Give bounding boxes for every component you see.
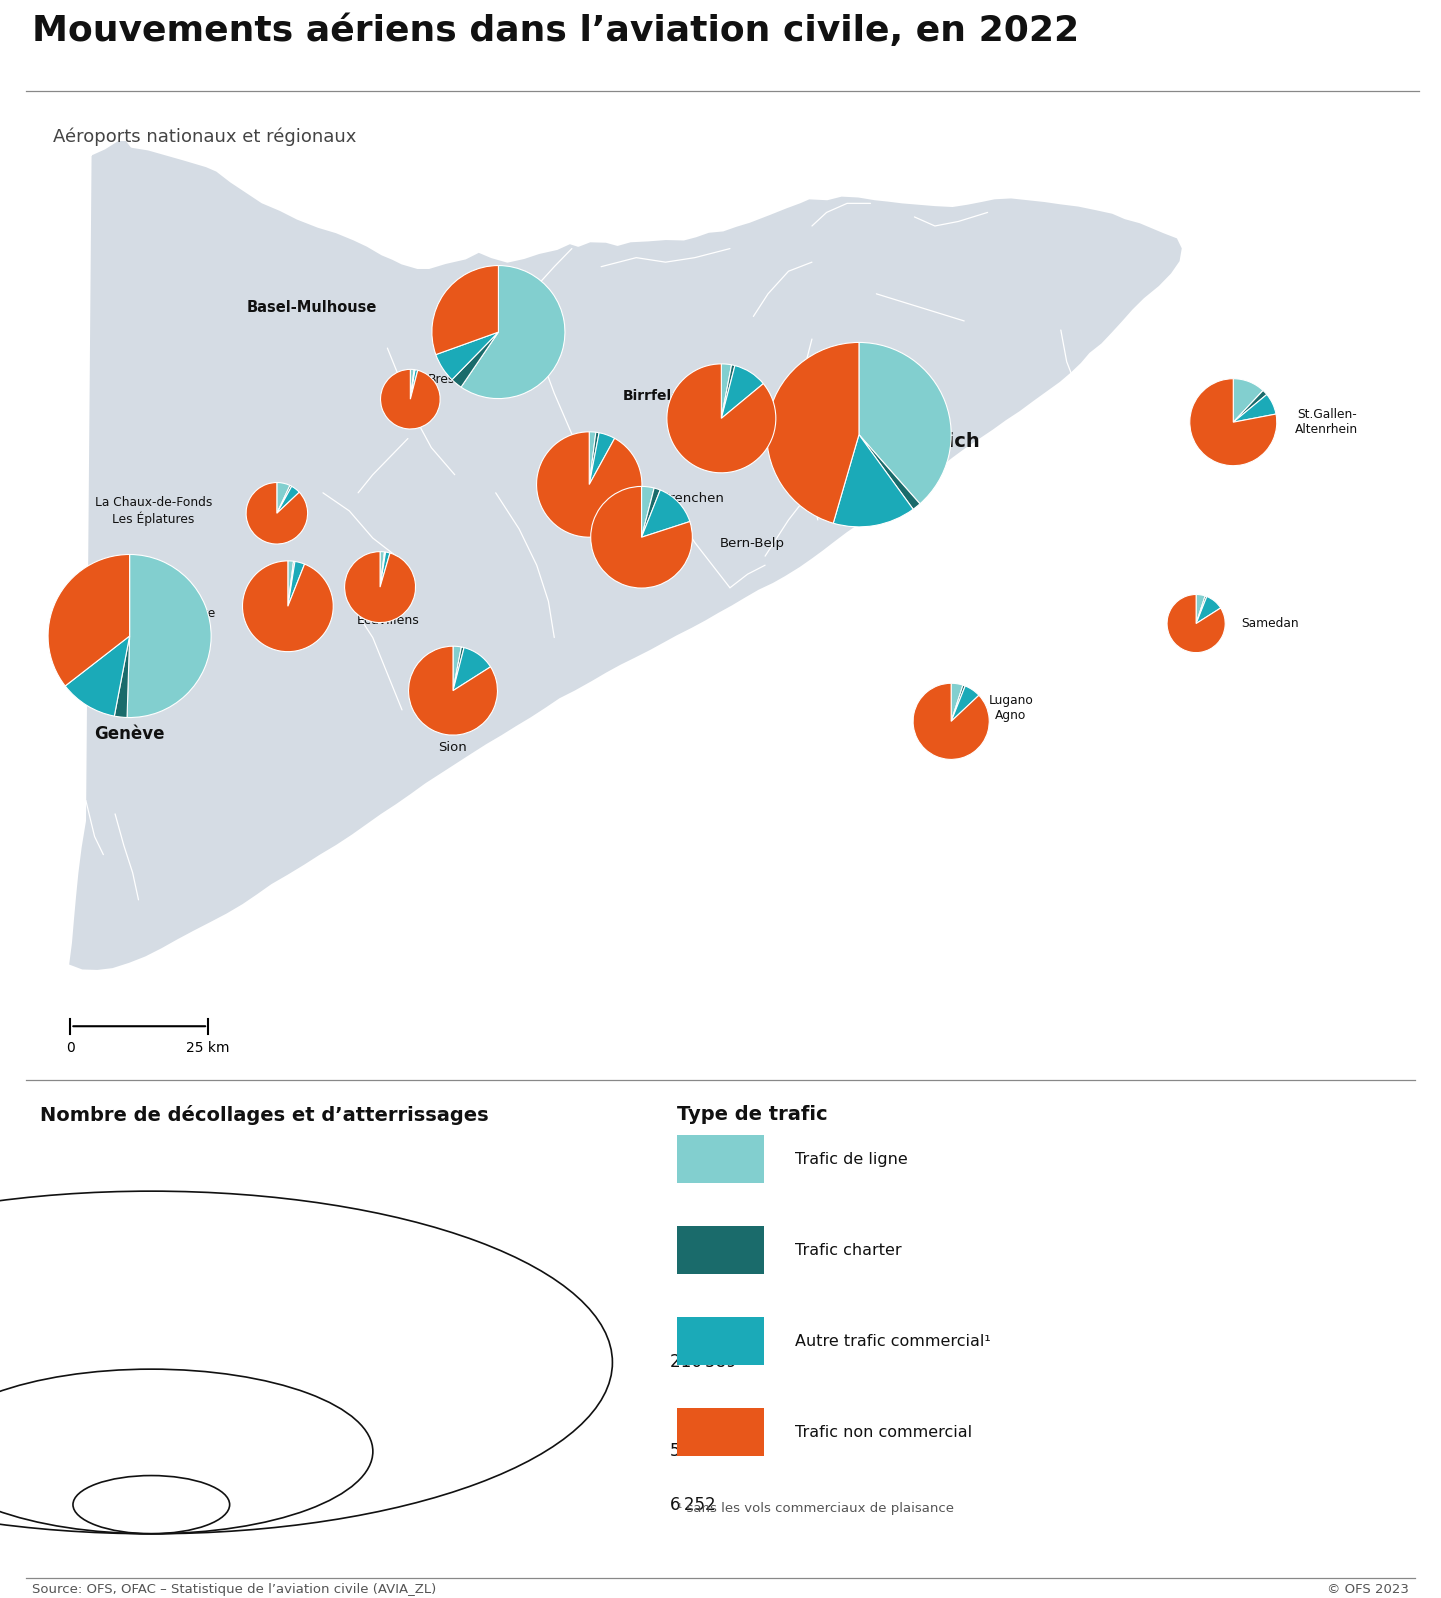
Wedge shape <box>951 686 978 721</box>
Text: 50 000: 50 000 <box>670 1443 726 1461</box>
Wedge shape <box>1167 594 1225 652</box>
Text: Source: OFS, OFAC – Statistique de l’aviation civile (AVIA_ZL): Source: OFS, OFAC – Statistique de l’avi… <box>32 1584 437 1596</box>
Wedge shape <box>432 265 499 355</box>
Text: Autre trafic commercial¹: Autre trafic commercial¹ <box>795 1334 991 1349</box>
Wedge shape <box>914 684 989 759</box>
Wedge shape <box>859 435 919 510</box>
Wedge shape <box>48 555 130 686</box>
Wedge shape <box>435 332 499 380</box>
Wedge shape <box>641 491 690 537</box>
Wedge shape <box>951 686 965 721</box>
Wedge shape <box>591 486 692 588</box>
Text: Écuvillens: Écuvillens <box>357 614 419 626</box>
Wedge shape <box>536 431 641 537</box>
Text: Zürich: Zürich <box>909 431 980 451</box>
Wedge shape <box>1196 594 1205 623</box>
Text: La Chaux-de-Fonds
Les Éplatures: La Chaux-de-Fonds Les Éplatures <box>95 497 212 526</box>
Wedge shape <box>667 364 775 473</box>
Wedge shape <box>380 551 385 586</box>
Text: Sion: Sion <box>438 741 467 754</box>
Text: Samedan: Samedan <box>1242 617 1300 630</box>
Text: Lugano
Agno: Lugano Agno <box>989 694 1033 722</box>
Wedge shape <box>411 369 415 400</box>
Wedge shape <box>722 364 732 419</box>
Text: Lausanne-
La Blécherette: Lausanne- La Blécherette <box>125 593 215 620</box>
Wedge shape <box>380 551 391 586</box>
Wedge shape <box>452 647 464 690</box>
Wedge shape <box>589 431 595 484</box>
Wedge shape <box>288 561 304 606</box>
Wedge shape <box>641 487 660 537</box>
Polygon shape <box>68 139 1183 972</box>
Wedge shape <box>1196 596 1206 623</box>
Text: 6 252: 6 252 <box>670 1496 716 1513</box>
Wedge shape <box>246 483 307 543</box>
Text: Type de trafic: Type de trafic <box>677 1106 829 1125</box>
Text: Trafic non commercial: Trafic non commercial <box>795 1424 973 1440</box>
Text: Aéroports nationaux et régionaux: Aéroports nationaux et régionaux <box>52 128 356 147</box>
Wedge shape <box>722 366 764 419</box>
Bar <box>677 1317 764 1365</box>
Text: Bressaucourt: Bressaucourt <box>428 372 509 385</box>
Wedge shape <box>288 561 294 606</box>
Text: Basel-Mulhouse: Basel-Mulhouse <box>246 300 378 315</box>
Wedge shape <box>380 369 440 428</box>
Wedge shape <box>1190 379 1277 465</box>
Wedge shape <box>1196 596 1221 623</box>
Wedge shape <box>452 646 461 690</box>
Wedge shape <box>114 636 130 718</box>
Wedge shape <box>461 265 565 398</box>
Text: St.Gallen-
Altenrhein: St.Gallen- Altenrhein <box>1295 407 1359 436</box>
Bar <box>677 1135 764 1183</box>
Wedge shape <box>1233 390 1267 422</box>
Wedge shape <box>277 486 291 513</box>
Wedge shape <box>411 369 418 400</box>
Text: ¹ sans les vols commerciaux de plaisance: ¹ sans les vols commerciaux de plaisance <box>677 1502 954 1515</box>
Wedge shape <box>344 551 415 623</box>
Text: Nombre de décollages et d’atterrissages: Nombre de décollages et d’atterrissages <box>40 1106 488 1125</box>
Text: 0: 0 <box>66 1040 75 1055</box>
Wedge shape <box>641 486 654 537</box>
Text: Trafic de ligne: Trafic de ligne <box>795 1152 908 1167</box>
Text: © OFS 2023: © OFS 2023 <box>1327 1584 1409 1596</box>
Wedge shape <box>127 555 212 718</box>
Wedge shape <box>380 551 386 586</box>
Wedge shape <box>589 431 599 484</box>
Wedge shape <box>722 364 735 419</box>
Text: Birrfeld: Birrfeld <box>623 390 682 403</box>
Wedge shape <box>452 647 490 690</box>
Wedge shape <box>288 561 295 606</box>
Wedge shape <box>277 483 290 513</box>
Wedge shape <box>65 636 130 716</box>
Wedge shape <box>767 342 859 523</box>
Text: 216 589: 216 589 <box>670 1354 736 1371</box>
Bar <box>677 1226 764 1274</box>
Text: 25 km: 25 km <box>186 1040 229 1055</box>
Wedge shape <box>833 435 914 527</box>
Wedge shape <box>409 646 497 735</box>
Wedge shape <box>242 561 333 652</box>
Text: Genève: Genève <box>94 725 164 743</box>
Wedge shape <box>1233 379 1264 422</box>
Text: Bern-Belp: Bern-Belp <box>720 537 785 550</box>
Bar <box>677 1408 764 1456</box>
Wedge shape <box>277 486 300 513</box>
Wedge shape <box>951 684 963 721</box>
Wedge shape <box>1233 395 1275 422</box>
Text: Mouvements aériens dans l’aviation civile, en 2022: Mouvements aériens dans l’aviation civil… <box>32 14 1079 48</box>
Wedge shape <box>859 342 951 503</box>
Text: Trafic charter: Trafic charter <box>795 1243 902 1258</box>
Wedge shape <box>589 433 615 484</box>
Wedge shape <box>452 332 499 387</box>
Text: Grenchen: Grenchen <box>660 492 725 505</box>
Wedge shape <box>411 369 414 400</box>
